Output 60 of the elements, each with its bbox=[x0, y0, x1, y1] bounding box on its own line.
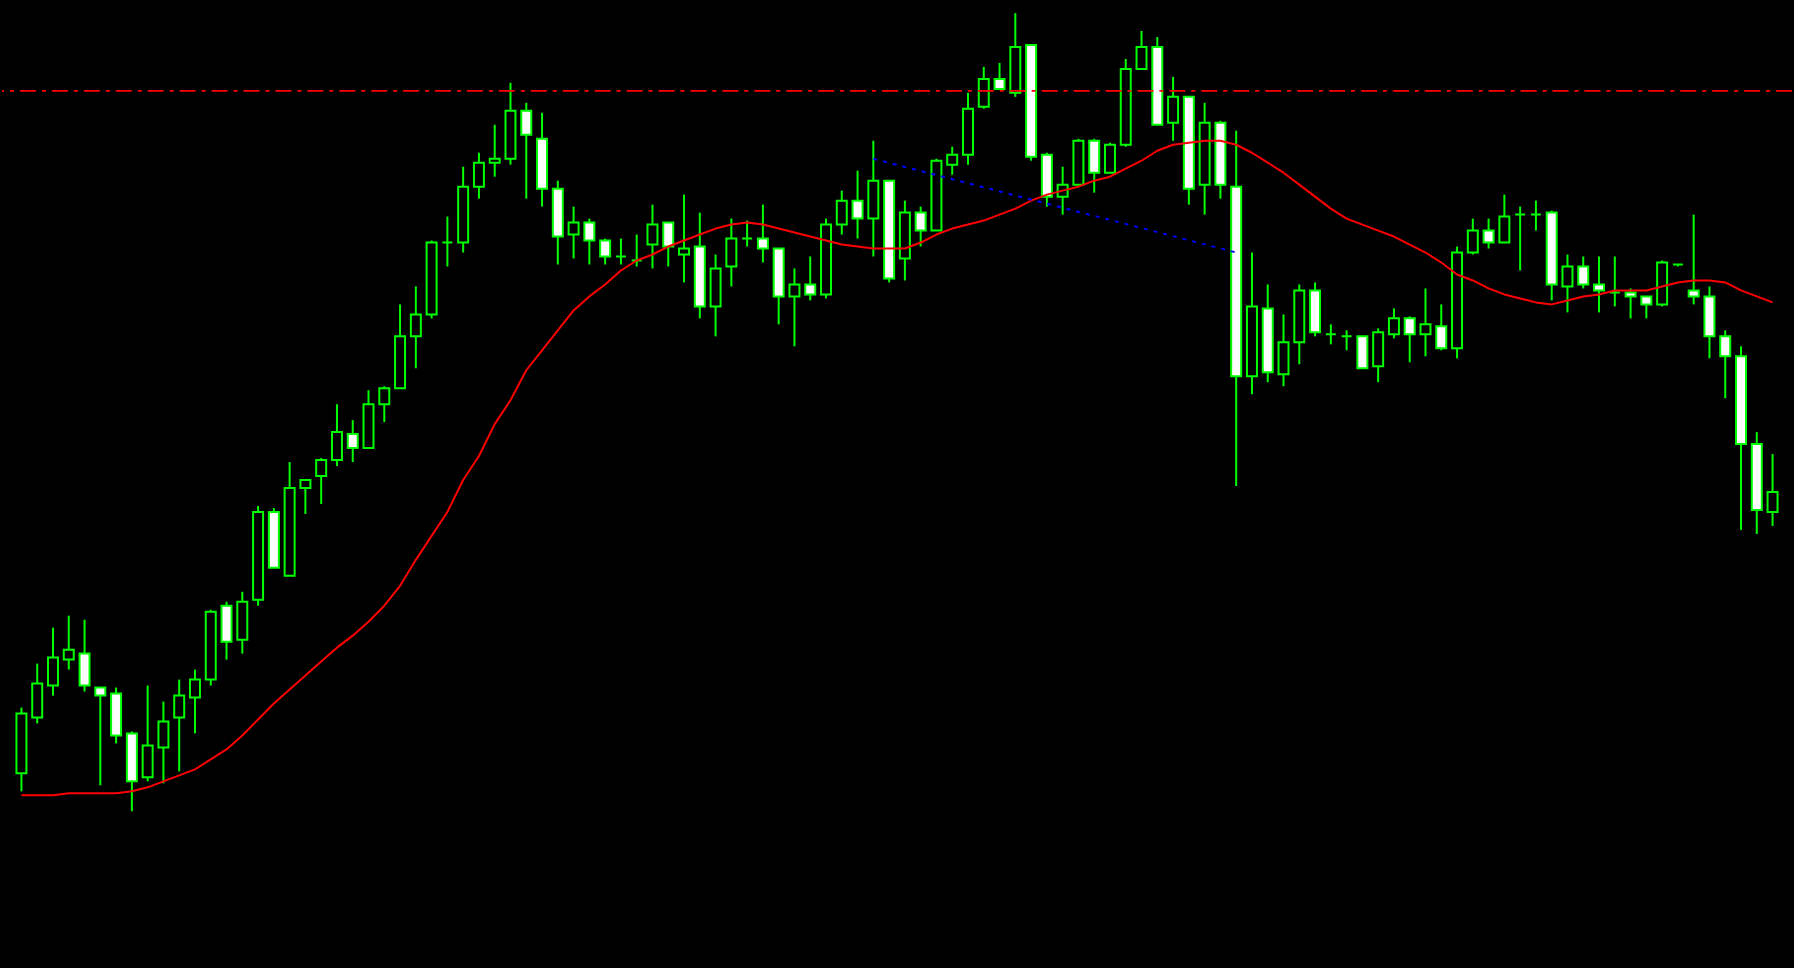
candlestick bbox=[378, 385, 391, 424]
candlestick bbox=[977, 65, 990, 110]
candlestick bbox=[1040, 151, 1053, 208]
candlestick bbox=[1435, 303, 1448, 352]
candlestick bbox=[1529, 199, 1542, 232]
candlestick bbox=[756, 203, 769, 264]
candlestick bbox=[804, 255, 817, 302]
candlestick bbox=[1167, 75, 1180, 142]
candlestick bbox=[551, 179, 564, 266]
candlestick bbox=[709, 253, 722, 338]
candlestick bbox=[1277, 313, 1290, 388]
candlestick bbox=[488, 123, 501, 178]
candlestick bbox=[125, 730, 138, 813]
candlestick bbox=[614, 237, 627, 266]
candlestick bbox=[741, 219, 754, 248]
candlestick bbox=[898, 199, 911, 282]
candlestick bbox=[362, 389, 375, 450]
candlestick bbox=[962, 91, 974, 166]
candlestick bbox=[835, 189, 848, 236]
candlestick bbox=[1593, 255, 1606, 314]
candlestick bbox=[725, 217, 738, 288]
candlestick bbox=[1403, 315, 1416, 364]
candlestick bbox=[315, 457, 328, 505]
candlestick bbox=[1466, 217, 1479, 256]
candlestick bbox=[1103, 141, 1116, 174]
candlestick bbox=[62, 614, 75, 671]
candlestick bbox=[1608, 255, 1621, 308]
candlestick bbox=[504, 81, 517, 166]
candlestick bbox=[1656, 259, 1669, 308]
candlestick bbox=[599, 237, 612, 266]
candlestick bbox=[188, 668, 201, 735]
candlestick bbox=[173, 678, 186, 773]
candlestick bbox=[78, 618, 91, 693]
candlestick bbox=[1387, 307, 1400, 340]
candlestick bbox=[646, 203, 659, 270]
candlestick bbox=[678, 193, 691, 284]
candlestick bbox=[110, 686, 123, 745]
candlestick bbox=[1719, 329, 1732, 400]
candlestick bbox=[1340, 329, 1353, 352]
candlestick bbox=[1088, 137, 1101, 194]
candlestick bbox=[520, 101, 533, 200]
candlestick bbox=[1514, 205, 1527, 272]
candlestick bbox=[441, 215, 454, 268]
candlestick bbox=[472, 151, 485, 200]
candlestick bbox=[630, 233, 643, 268]
candlestick bbox=[1577, 255, 1590, 290]
candlestick bbox=[946, 145, 959, 176]
candlestick bbox=[1766, 453, 1779, 527]
candlestick bbox=[1309, 281, 1322, 338]
candlestick bbox=[330, 403, 343, 468]
candlestick bbox=[662, 221, 675, 268]
candlestick bbox=[1372, 327, 1385, 384]
candlestick bbox=[1356, 335, 1369, 370]
candlestick bbox=[409, 285, 422, 370]
candlestick bbox=[31, 662, 44, 725]
candlestick bbox=[1419, 287, 1432, 358]
candlestick bbox=[1324, 323, 1337, 346]
candlestick bbox=[346, 419, 359, 464]
candlestick bbox=[94, 686, 107, 787]
candlestick bbox=[47, 626, 59, 697]
